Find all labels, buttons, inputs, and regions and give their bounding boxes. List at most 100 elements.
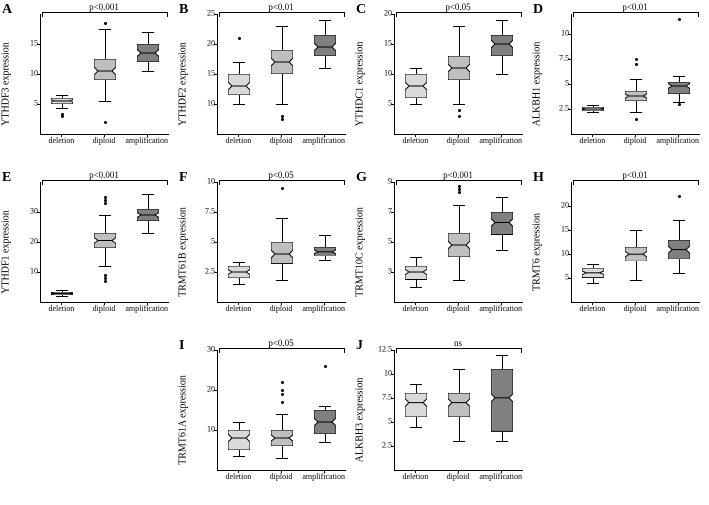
box-shape: [137, 44, 159, 62]
boxplot-amplification: [662, 14, 696, 134]
x-tick-mark: [415, 134, 416, 137]
x-tick-label: amplification: [125, 304, 168, 318]
outlier-point: [104, 274, 107, 277]
outlier-point: [61, 115, 64, 118]
x-axis-labels: deletiondiploidamplification: [571, 136, 699, 150]
whisker-cap-lower: [99, 101, 111, 102]
whisker-upper: [148, 194, 149, 209]
boxplot-amplification: [131, 14, 165, 134]
p-value-label: ns: [394, 338, 522, 348]
box-shape: [448, 393, 470, 417]
box-shape: [668, 82, 690, 94]
outlier-point: [104, 121, 107, 124]
outlier-point: [104, 277, 107, 280]
outlier-point: [281, 393, 284, 396]
whisker-cap-lower: [496, 441, 508, 442]
whisker-lower: [459, 257, 460, 280]
whisker-cap-upper: [276, 414, 288, 415]
box-shape: [314, 35, 336, 56]
boxplot-deletion: [576, 14, 610, 134]
y-tick-label: 5: [549, 79, 569, 88]
whisker-lower: [148, 62, 149, 71]
x-tick-label: diploid: [260, 136, 303, 150]
panel-letter: A: [2, 2, 12, 18]
whisker-cap-upper: [630, 230, 642, 231]
whisker-lower: [282, 74, 283, 104]
x-tick-label: deletion: [40, 136, 83, 150]
whisker-lower: [502, 432, 503, 442]
whisker-upper: [105, 29, 106, 59]
outlier-point: [104, 22, 107, 25]
y-tick-label: 3: [372, 267, 392, 276]
x-tick-label: amplification: [656, 304, 699, 318]
whisker-cap-lower: [410, 287, 422, 288]
outlier-point: [104, 280, 107, 283]
box-shape: [448, 56, 470, 80]
whisker-cap-upper: [233, 62, 245, 63]
p-value-label: p<0.01: [571, 2, 699, 12]
outlier-point: [458, 109, 461, 112]
outlier-point: [635, 58, 638, 61]
x-tick-mark: [458, 470, 459, 473]
x-tick-mark: [501, 134, 502, 137]
whisker-cap-upper: [673, 220, 685, 221]
y-tick-label: 7.5: [372, 393, 392, 402]
box-shape: [314, 410, 336, 434]
x-tick-label: diploid: [437, 136, 480, 150]
plot-area: [217, 350, 346, 471]
x-tick-mark: [415, 470, 416, 473]
panel-c: CYTHDC1 expressionp<0.055101520deletiond…: [354, 0, 531, 168]
y-tick-label: 10: [195, 425, 215, 434]
whisker-lower: [679, 94, 680, 102]
y-axis-label: ALKBH3 expression: [355, 378, 366, 463]
y-axis-label: TRMT10C expression: [355, 207, 366, 297]
whisker-cap-lower: [453, 280, 465, 281]
x-tick-label: amplification: [479, 304, 522, 318]
box-shape: [668, 240, 690, 259]
y-tick-label: 15: [549, 225, 569, 234]
boxplot-diploid: [619, 182, 653, 302]
whisker-cap-upper: [453, 26, 465, 27]
y-tick-label: 10: [372, 369, 392, 378]
p-value-label: p<0.001: [40, 2, 168, 12]
outlier-point: [281, 187, 284, 190]
box-shape: [405, 393, 427, 417]
p-value-label: p<0.05: [217, 170, 345, 180]
x-tick-mark: [238, 470, 239, 473]
box-shape: [51, 292, 73, 295]
box-shape: [491, 35, 513, 56]
whisker-upper: [239, 62, 240, 74]
whisker-cap-lower: [276, 104, 288, 105]
x-tick-label: amplification: [656, 136, 699, 150]
p-value-label: p<0.001: [394, 170, 522, 180]
y-tick-label: 5: [372, 237, 392, 246]
x-axis-labels: deletiondiploidamplification: [571, 304, 699, 318]
boxplot-diploid: [88, 182, 122, 302]
whisker-lower: [502, 56, 503, 74]
panel-j: JALKBH3 expressionns2.557.51012.5deletio…: [354, 336, 531, 504]
box-shape: [51, 98, 73, 104]
x-tick-label: deletion: [217, 472, 260, 486]
x-tick-mark: [458, 302, 459, 305]
y-axis-label: YTHDF3 expression: [1, 42, 12, 126]
y-tick-label: 7.5: [195, 207, 215, 216]
whisker-upper: [459, 26, 460, 56]
box-shape: [271, 242, 293, 264]
whisker-upper: [282, 218, 283, 242]
x-tick-label: amplification: [479, 472, 522, 486]
whisker-cap-lower: [233, 456, 245, 457]
y-tick-label: 5: [549, 273, 569, 282]
y-tick-label: 25: [195, 9, 215, 18]
empty-cell: [531, 336, 708, 504]
boxplot-deletion: [45, 182, 79, 302]
boxplot-amplification: [308, 350, 342, 470]
boxplot-diploid: [442, 350, 476, 470]
panel-letter: D: [533, 2, 543, 18]
x-tick-label: deletion: [394, 136, 437, 150]
boxplot-diploid: [442, 14, 476, 134]
whisker-cap-upper: [276, 218, 288, 219]
x-tick-label: amplification: [302, 472, 345, 486]
x-axis-labels: deletiondiploidamplification: [217, 136, 345, 150]
y-tick-label: 30: [18, 207, 38, 216]
x-axis-labels: deletiondiploidamplification: [40, 304, 168, 318]
